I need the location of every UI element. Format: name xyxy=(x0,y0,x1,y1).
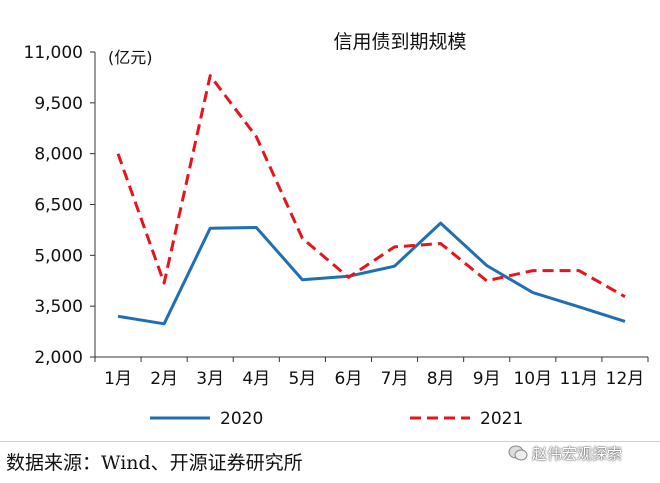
series-line-2020 xyxy=(117,221,626,326)
y-tick-label: 3,500 xyxy=(34,297,83,317)
source-note: 数据来源：Wind、开源证券研究所 xyxy=(6,452,303,474)
x-tick-label: 4月 xyxy=(242,369,270,389)
x-tick-label: 10月 xyxy=(513,369,552,389)
x-tick-labels: 1月 2月 3月 4月 5月 6月 7月 8月 9月 10月 11月 12月 xyxy=(104,369,644,389)
x-tick-label: 11月 xyxy=(560,369,599,389)
x-tick-label: 8月 xyxy=(427,369,455,389)
series-layer xyxy=(116,74,626,326)
x-tick-label: 3月 xyxy=(196,369,224,389)
legend-label-2020: 2020 xyxy=(220,409,263,429)
axes xyxy=(90,51,649,362)
y-tick-label: 2,000 xyxy=(34,348,83,368)
x-tick-label: 12月 xyxy=(606,369,645,389)
x-tick-label: 2月 xyxy=(150,369,178,389)
y-tick-label: 11,000 xyxy=(24,43,83,63)
x-tick-label: 6月 xyxy=(335,369,363,389)
wechat-icon xyxy=(508,445,528,461)
legend: 2020 2021 xyxy=(150,409,523,429)
x-tick-label: 5月 xyxy=(288,369,316,389)
y-unit-label: (亿元) xyxy=(108,48,153,67)
y-tick-label: 6,500 xyxy=(34,196,83,216)
series-line-2021 xyxy=(116,74,626,299)
y-tick-label: 9,500 xyxy=(34,94,83,114)
x-tick-label: 9月 xyxy=(473,369,501,389)
y-tick-label: 5,000 xyxy=(34,246,83,266)
legend-label-2021: 2021 xyxy=(480,409,523,429)
x-tick-label: 1月 xyxy=(104,369,132,389)
watermark-text: 赵伟宏观探索 xyxy=(532,444,623,463)
y-tick-labels: 11,000 9,500 8,000 6,500 5,000 3,500 2,000 xyxy=(24,43,83,368)
watermark: 赵伟宏观探索 xyxy=(508,442,622,464)
chart-title: 信用债到期规模 xyxy=(333,31,466,53)
x-tick-label: 7月 xyxy=(381,369,409,389)
footer-divider xyxy=(0,441,660,442)
y-tick-label: 8,000 xyxy=(34,145,83,165)
chart-svg: 信用债到期规模 (亿元) 11,000 9,500 8,000 6,500 5,000 3… xyxy=(24,31,649,429)
